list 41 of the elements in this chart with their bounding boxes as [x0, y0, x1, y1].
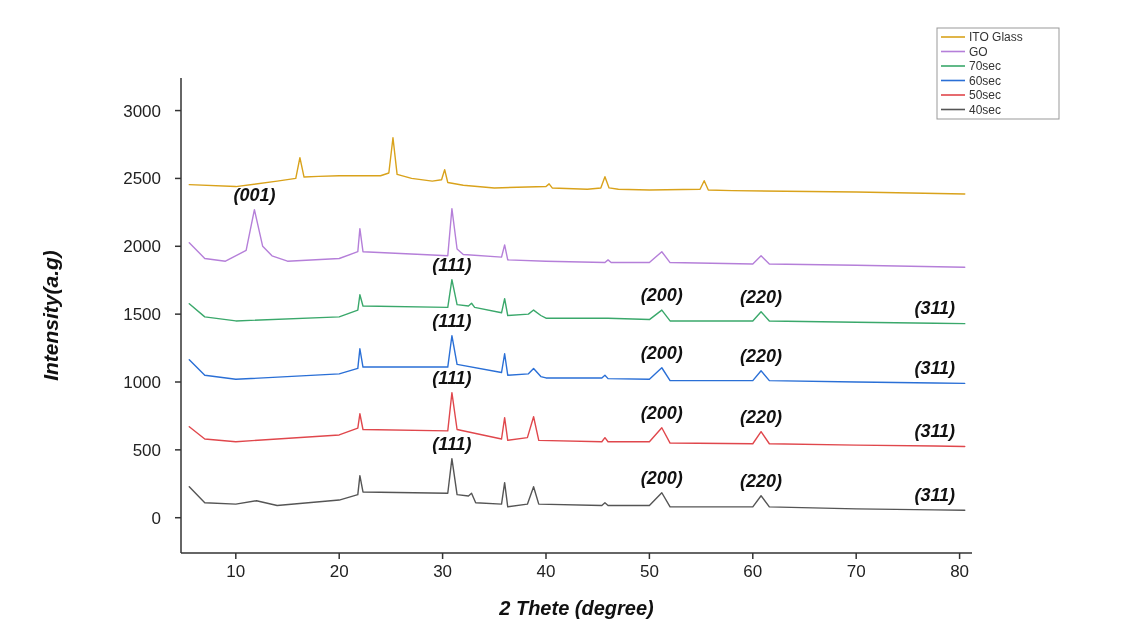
x-tick-label: 80 [950, 562, 970, 581]
legend-label: ITO Glass [969, 30, 1023, 44]
line-series [188, 457, 966, 511]
annotation: (311) [914, 357, 956, 378]
annotation: (311) [914, 484, 956, 505]
legend-label: 60sec [969, 73, 1002, 88]
y-tick-label: 0 [151, 508, 161, 528]
annotation: (220) [740, 345, 783, 366]
annotation: (200) [640, 285, 683, 306]
legend-label: 40sec [969, 102, 1002, 117]
annotation: (220) [740, 406, 783, 427]
annotation: (111) [432, 254, 472, 275]
y-tick-label: 2000 [123, 237, 161, 257]
annotation: (311) [914, 298, 956, 319]
legend-label: 50sec [969, 88, 1002, 102]
y-tick-label: 3000 [123, 101, 161, 121]
annotation: (200) [640, 467, 683, 488]
annotation: (200) [640, 342, 683, 363]
legend-label: 70sec [969, 59, 1002, 73]
legend-label: GO [969, 44, 988, 59]
x-axis-title: 2 Thete (degree) [498, 597, 655, 619]
y-tick-label: 500 [132, 440, 161, 460]
x-tick-label: 30 [433, 562, 453, 581]
x-tick-label: 50 [639, 562, 659, 581]
annotation: (111) [432, 433, 472, 454]
y-axis-title: Intensity(a.g) [39, 250, 62, 381]
x-tick-label: 20 [329, 562, 349, 581]
annotation: (220) [740, 286, 783, 307]
x-tick-label: 60 [743, 562, 763, 581]
x-tick-label: 10 [226, 562, 246, 581]
y-tick-label: 2500 [123, 169, 161, 189]
y-tick-label: 1000 [123, 373, 161, 392]
x-tick-label: 70 [846, 562, 866, 581]
y-tick-label: 1500 [123, 305, 161, 325]
x-tick-label: 40 [536, 562, 556, 581]
annotation: (311) [914, 421, 956, 442]
annotation: (111) [432, 367, 472, 388]
annotation: (200) [640, 402, 683, 423]
annotation: (220) [740, 470, 783, 491]
annotation: (001) [233, 184, 276, 205]
annotation: (111) [432, 310, 472, 331]
